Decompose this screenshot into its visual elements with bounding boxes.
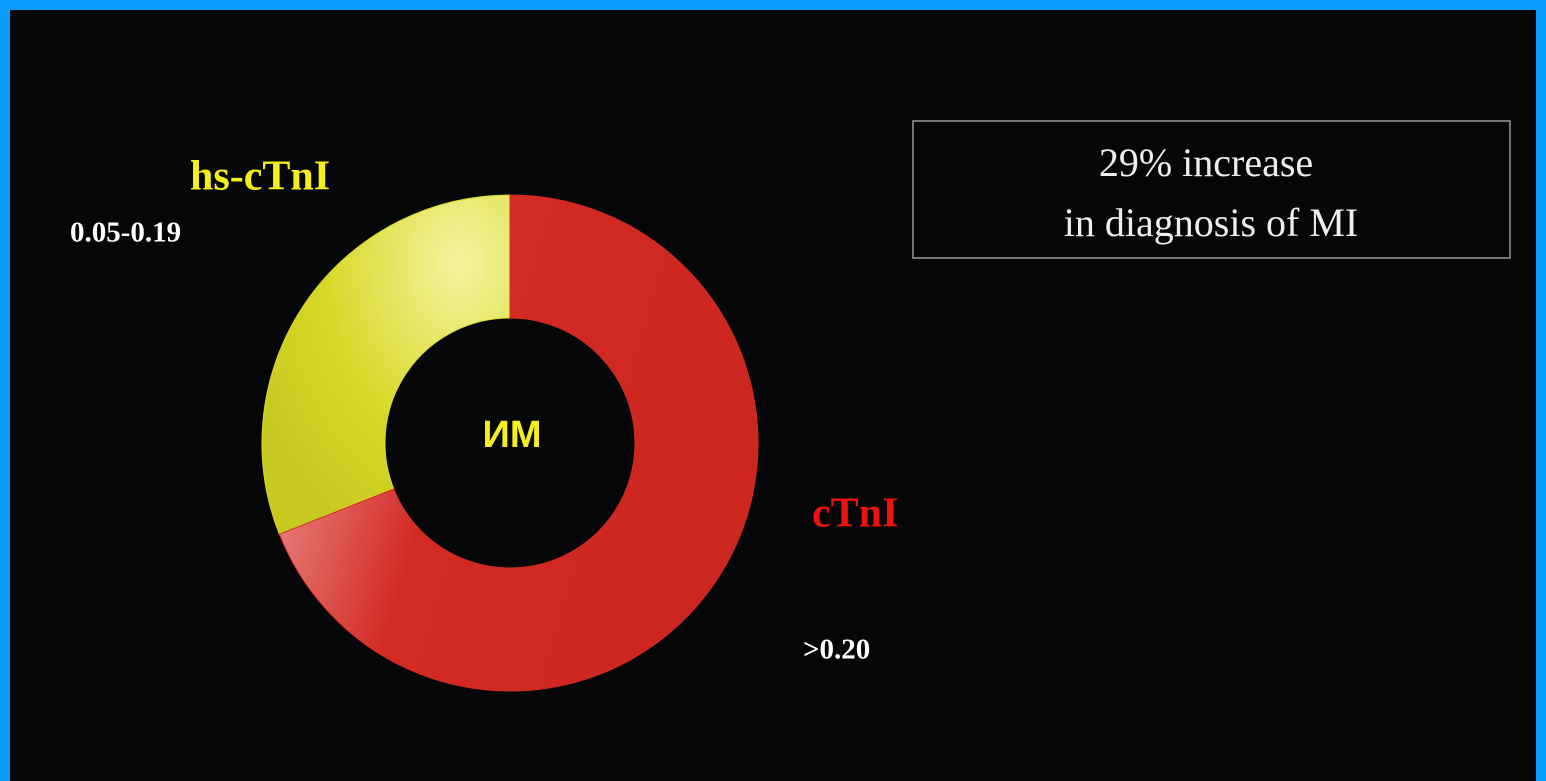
donut — [261, 194, 759, 692]
range-label: 0.05-0.19 — [70, 217, 181, 249]
center-label: ИМ — [483, 414, 542, 456]
donut-segment — [261, 194, 511, 535]
annotation: in diagnosis of MI — [1064, 200, 1358, 245]
background — [10, 10, 1536, 781]
category-label: hs-cTnI — [190, 154, 330, 200]
category-label: cTnI — [812, 491, 898, 537]
annotation-box — [912, 120, 1511, 259]
annotation: 29% increase — [1099, 140, 1313, 185]
range-label: >0.20 — [803, 634, 870, 666]
donut-segment — [278, 194, 759, 692]
